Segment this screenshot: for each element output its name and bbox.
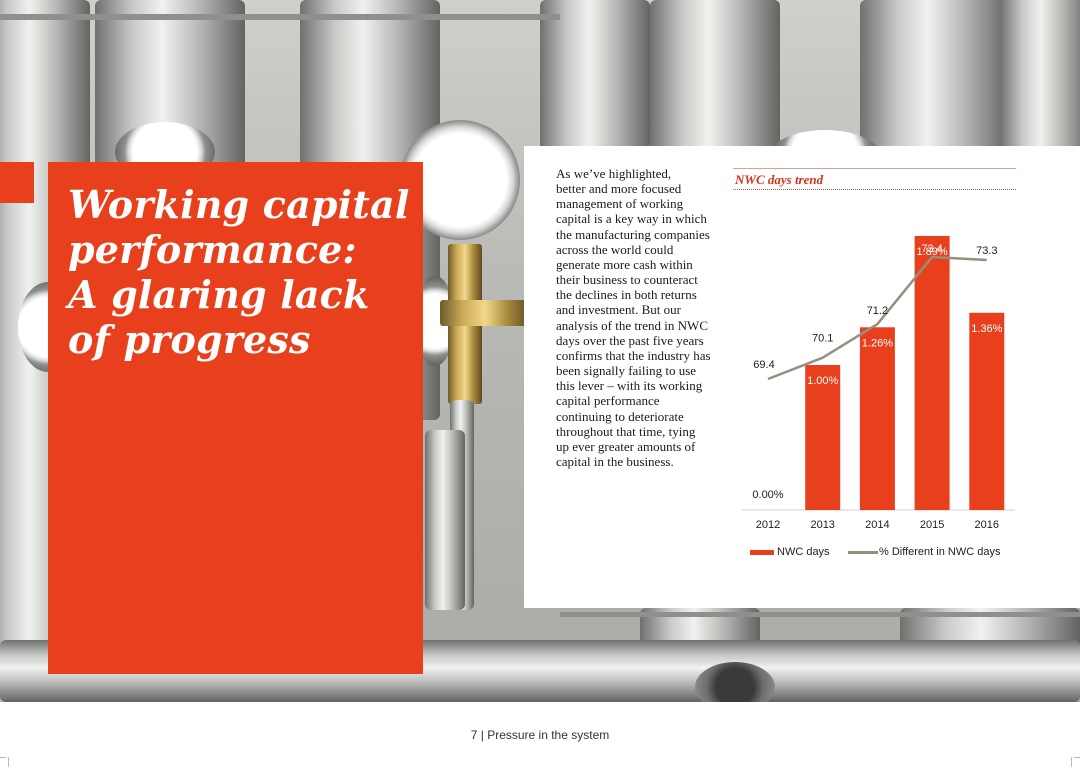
chart-title: NWC days trend	[735, 172, 824, 187]
page-footer: 7 | Pressure in the system	[470, 728, 610, 742]
body-line: days over the past five years	[556, 332, 704, 348]
legend-label-bars: NWC days	[777, 546, 830, 558]
body-line: the manufacturing companies	[556, 226, 710, 242]
body-line: As we’ve highlighted,	[556, 166, 672, 181]
body-line: confirms that the industry has	[556, 347, 711, 363]
body-line: management of working	[556, 196, 684, 212]
heading-line-1: Working capital	[68, 182, 410, 227]
body-line: continuing to deteriorate	[556, 408, 684, 424]
accent-square	[0, 162, 34, 203]
crop-mark	[0, 757, 6, 758]
legend-swatch-bar	[750, 550, 774, 555]
body-line: better and more focused	[556, 181, 682, 197]
body-line: across the world could	[556, 241, 674, 257]
body-line: the declines in both returns	[556, 287, 697, 303]
heading-line-3: A glaring lack	[68, 272, 370, 317]
body-line: been signally failing to use	[556, 363, 697, 379]
body-line: this lever – with its working	[556, 378, 703, 394]
body-line: capital in the business.	[556, 453, 674, 469]
body-line: capital performance	[556, 393, 660, 409]
crop-mark	[8, 757, 9, 767]
legend-label-line: % Different in NWC days	[879, 546, 1001, 558]
title-panel	[48, 162, 423, 674]
legend-swatch-line	[848, 551, 878, 554]
body-line: capital is a key way in which	[556, 211, 707, 227]
body-line: throughout that time, tying	[556, 423, 696, 439]
body-line: and investment. But our	[556, 302, 681, 318]
crop-mark	[1074, 757, 1080, 758]
chart-title-rule	[733, 189, 1016, 190]
heading-line-2: performance:	[68, 227, 357, 272]
heading-line-4: of progress	[68, 317, 311, 362]
body-paragraph: As we’ve highlighted, better and more fo…	[556, 166, 731, 469]
body-line: generate more cash within	[556, 256, 693, 272]
crop-mark	[1071, 757, 1072, 767]
body-line: up ever greater amounts of	[556, 438, 696, 454]
chart-top-rule	[733, 168, 1016, 169]
body-line: analysis of the trend in NWC	[556, 317, 708, 333]
body-line: their business to counteract	[556, 272, 698, 288]
